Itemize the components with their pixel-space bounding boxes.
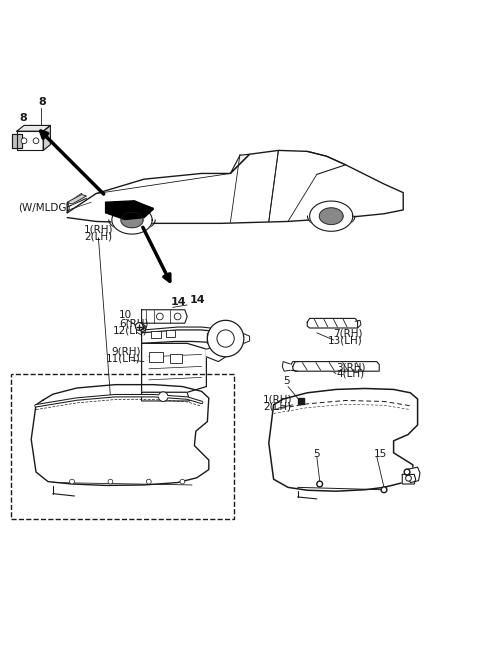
Circle shape (108, 479, 113, 484)
Polygon shape (282, 361, 290, 371)
Polygon shape (121, 213, 143, 228)
Circle shape (207, 320, 244, 357)
Text: 5: 5 (283, 376, 290, 386)
Circle shape (404, 469, 410, 475)
Polygon shape (43, 125, 50, 150)
Polygon shape (106, 201, 154, 220)
Circle shape (156, 313, 163, 320)
Text: 11(LH): 11(LH) (106, 354, 140, 363)
Circle shape (406, 476, 411, 481)
Circle shape (180, 479, 185, 484)
Text: 3(RH): 3(RH) (336, 362, 365, 372)
Circle shape (174, 313, 181, 320)
Text: 2(LH): 2(LH) (84, 231, 112, 241)
Bar (170, 354, 182, 363)
Text: 6(RH): 6(RH) (119, 319, 148, 329)
Polygon shape (206, 343, 226, 361)
Text: 7(RH): 7(RH) (334, 329, 363, 338)
Polygon shape (319, 208, 343, 224)
Polygon shape (31, 384, 209, 485)
Circle shape (381, 487, 387, 493)
Circle shape (318, 483, 321, 485)
Text: 1(RH): 1(RH) (84, 224, 113, 234)
Circle shape (158, 392, 168, 401)
Text: 8: 8 (38, 97, 46, 107)
Text: 14: 14 (170, 297, 186, 308)
Circle shape (139, 325, 146, 331)
Circle shape (317, 481, 323, 487)
FancyBboxPatch shape (11, 374, 234, 519)
Circle shape (33, 138, 39, 144)
Text: 12(LH): 12(LH) (113, 325, 147, 336)
Text: 9(RH): 9(RH) (112, 347, 141, 357)
Polygon shape (310, 201, 353, 232)
Circle shape (406, 470, 408, 474)
Polygon shape (142, 330, 226, 343)
Bar (149, 352, 163, 361)
Polygon shape (269, 388, 418, 491)
Polygon shape (17, 131, 43, 150)
Text: (W/MLDG): (W/MLDG) (18, 203, 71, 213)
Polygon shape (17, 125, 50, 131)
Circle shape (217, 330, 234, 347)
Circle shape (383, 488, 385, 491)
Text: 15: 15 (373, 449, 387, 459)
Text: 8: 8 (19, 113, 27, 123)
Text: 2(LH): 2(LH) (263, 401, 291, 411)
Polygon shape (307, 318, 358, 328)
Polygon shape (12, 134, 22, 148)
Text: 5: 5 (313, 449, 320, 459)
Text: 14: 14 (190, 295, 205, 305)
Polygon shape (142, 310, 187, 323)
Circle shape (21, 138, 27, 144)
Polygon shape (293, 361, 379, 371)
Bar (166, 330, 175, 337)
Text: 10: 10 (119, 310, 132, 320)
Text: 4(LH): 4(LH) (336, 369, 364, 379)
Circle shape (146, 479, 151, 484)
Polygon shape (67, 195, 86, 204)
Circle shape (70, 479, 74, 484)
Bar (151, 331, 161, 338)
Polygon shape (112, 206, 152, 234)
Polygon shape (142, 343, 206, 392)
Circle shape (141, 327, 144, 329)
Polygon shape (402, 474, 416, 484)
Polygon shape (406, 467, 420, 483)
Text: 1(RH): 1(RH) (263, 395, 292, 405)
Polygon shape (230, 154, 250, 173)
Circle shape (135, 323, 143, 331)
Text: 13(LH): 13(LH) (327, 335, 362, 345)
Polygon shape (142, 392, 190, 401)
